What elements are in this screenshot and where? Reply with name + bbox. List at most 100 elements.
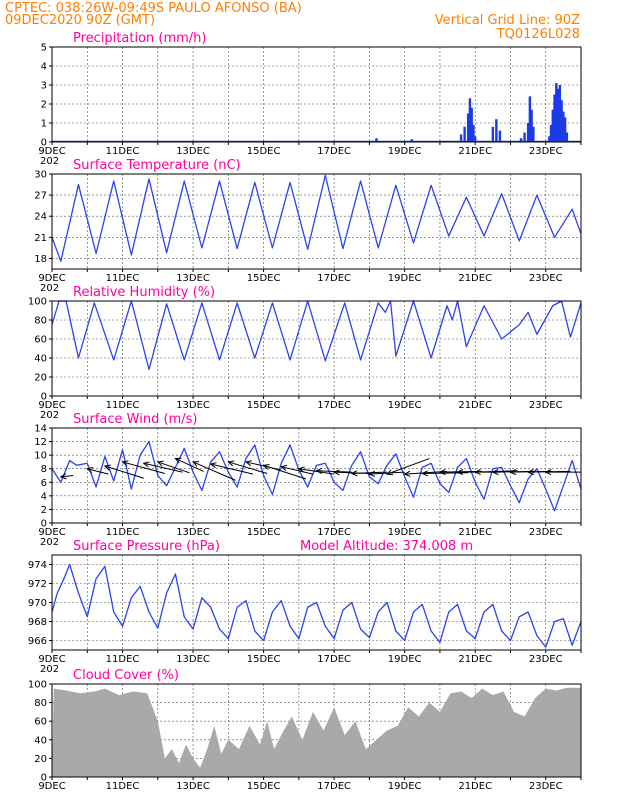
x-tick-label: 17DEC — [317, 400, 351, 411]
precip-bar — [555, 83, 558, 142]
x-tick-label: 11DEC — [106, 400, 140, 411]
y-tick-label: 60 — [34, 717, 47, 728]
precip-bar — [491, 126, 495, 142]
panel-title: Precipitation (mm/h) — [73, 31, 206, 46]
y-tick-label: 40 — [34, 354, 47, 365]
y-tick-label: 60 — [34, 335, 47, 346]
wind-arrowhead — [421, 470, 428, 477]
panel-title: Surface Wind (m/s) — [73, 412, 197, 427]
x-tick-label: 21DEC — [458, 527, 492, 538]
x-tick-label: 17DEC — [317, 146, 351, 157]
precip-bar — [468, 98, 472, 142]
precip-bar — [526, 123, 530, 142]
x-tick-label: 13DEC — [176, 781, 210, 792]
wind-vector — [175, 458, 204, 472]
wind-arrowhead — [192, 461, 200, 467]
x-tick-label: 13DEC — [176, 400, 210, 411]
wind-arrowhead — [350, 470, 358, 477]
y-tick-label: 12 — [34, 437, 47, 448]
wind-vector — [228, 461, 268, 474]
x-tick-label: 21DEC — [458, 781, 492, 792]
y-tick-label: 4 — [41, 62, 47, 73]
header-model-code: TQ0126L028 — [496, 27, 580, 42]
x-tick-label: 9DEC — [38, 781, 65, 792]
x-tick-label: 13DEC — [176, 146, 210, 157]
header-grid-note: Vertical Grid Line: 90Z — [435, 13, 580, 28]
x-tick-label: 17DEC — [317, 527, 351, 538]
y-tick-label: 100 — [28, 680, 47, 691]
wind-vector — [316, 470, 352, 473]
x-tick-label: 15DEC — [247, 527, 281, 538]
wind-vector — [281, 466, 314, 475]
precip-bar — [565, 132, 569, 142]
wind-vector — [60, 475, 74, 478]
x-tick-label: 17DEC — [317, 654, 351, 665]
header-station: CPTEC: 038:26W-09:49S PAULO AFONSO (BA) — [5, 1, 302, 16]
y-tick-label: 40 — [34, 735, 47, 746]
y-tick-label: 100 — [28, 297, 47, 308]
precip-bar — [472, 124, 475, 142]
wind-vector — [298, 468, 335, 475]
y-tick-label: 972 — [28, 579, 47, 590]
x-year-label: 202 — [40, 537, 59, 548]
panel-frame — [51, 427, 582, 524]
wind-arrowhead — [174, 457, 182, 464]
y-tick-label: 2 — [41, 100, 47, 111]
y-tick-label: 968 — [28, 617, 47, 628]
x-tick-label: 23DEC — [529, 781, 563, 792]
x-tick-label: 21DEC — [458, 146, 492, 157]
precip-bar — [549, 124, 553, 142]
x-tick-label: 21DEC — [458, 400, 492, 411]
precip-bar — [530, 109, 533, 142]
wind-arrowhead — [509, 468, 517, 476]
x-year-label: 202 — [40, 283, 59, 294]
x-tick-label: 19DEC — [388, 146, 422, 157]
wind-arrowhead — [368, 470, 376, 477]
wind-vector — [157, 461, 190, 474]
wind-arrowhead — [403, 470, 411, 477]
wind-arrowhead — [544, 469, 552, 476]
precip-bar — [523, 132, 526, 142]
x-tick-label: 19DEC — [388, 654, 422, 665]
panel-title: Surface Temperature (nC) — [73, 158, 241, 173]
x-tick-label: 11DEC — [106, 273, 140, 284]
wind-arrowhead — [315, 467, 323, 475]
wind-vector — [263, 464, 307, 480]
precip-bar — [470, 107, 473, 142]
precip-bar — [463, 126, 466, 142]
x-tick-label: 9DEC — [38, 654, 65, 665]
precip-bar — [558, 85, 562, 142]
y-tick-label: 0 — [41, 392, 47, 403]
x-year-label: 202 — [40, 664, 59, 675]
precip-bar — [495, 119, 498, 142]
panel-frame — [51, 683, 582, 778]
y-tick-label: 5 — [41, 43, 47, 54]
precip-bar — [528, 96, 532, 142]
panel-press: 966 968 970 972 974 9DEC 11DEC 13DEC 15DEC 17DEC 1… — [28, 539, 582, 675]
x-year-label: 202 — [40, 410, 59, 421]
wind-arrowhead — [474, 468, 481, 475]
x-tick-label: 11DEC — [106, 146, 140, 157]
panel-cloud: 0 20 40 60 80 100 9DEC 11DEC 13DEC 15DEC 17DEC 19DE… — [28, 668, 582, 792]
x-tick-label: 13DEC — [176, 273, 210, 284]
y-tick-label: 20 — [34, 373, 47, 384]
wind-arrowhead — [156, 460, 164, 467]
y-tick-label: 14 — [34, 424, 47, 435]
precip-bar — [375, 138, 378, 142]
wind-arrowhead — [121, 460, 129, 467]
wind-arrowhead — [385, 469, 394, 476]
x-tick-label: 23DEC — [529, 654, 563, 665]
x-tick-label: 9DEC — [38, 146, 65, 157]
x-tick-label: 19DEC — [388, 527, 422, 538]
x-year-label: 202 — [40, 156, 59, 167]
y-tick-label: 0 — [41, 519, 47, 530]
x-tick-label: 15DEC — [247, 654, 281, 665]
wind-arrowhead — [262, 463, 270, 470]
panel-rh: 0 20 40 60 80 100 9DEC 11DEC 13DEC 15DEC 17DEC 19DE… — [28, 285, 582, 421]
panel-title: Cloud Cover (%) — [73, 668, 179, 683]
cloud-cover-area — [52, 687, 581, 777]
x-tick-label: 23DEC — [529, 273, 563, 284]
y-tick-label: 966 — [28, 636, 47, 647]
